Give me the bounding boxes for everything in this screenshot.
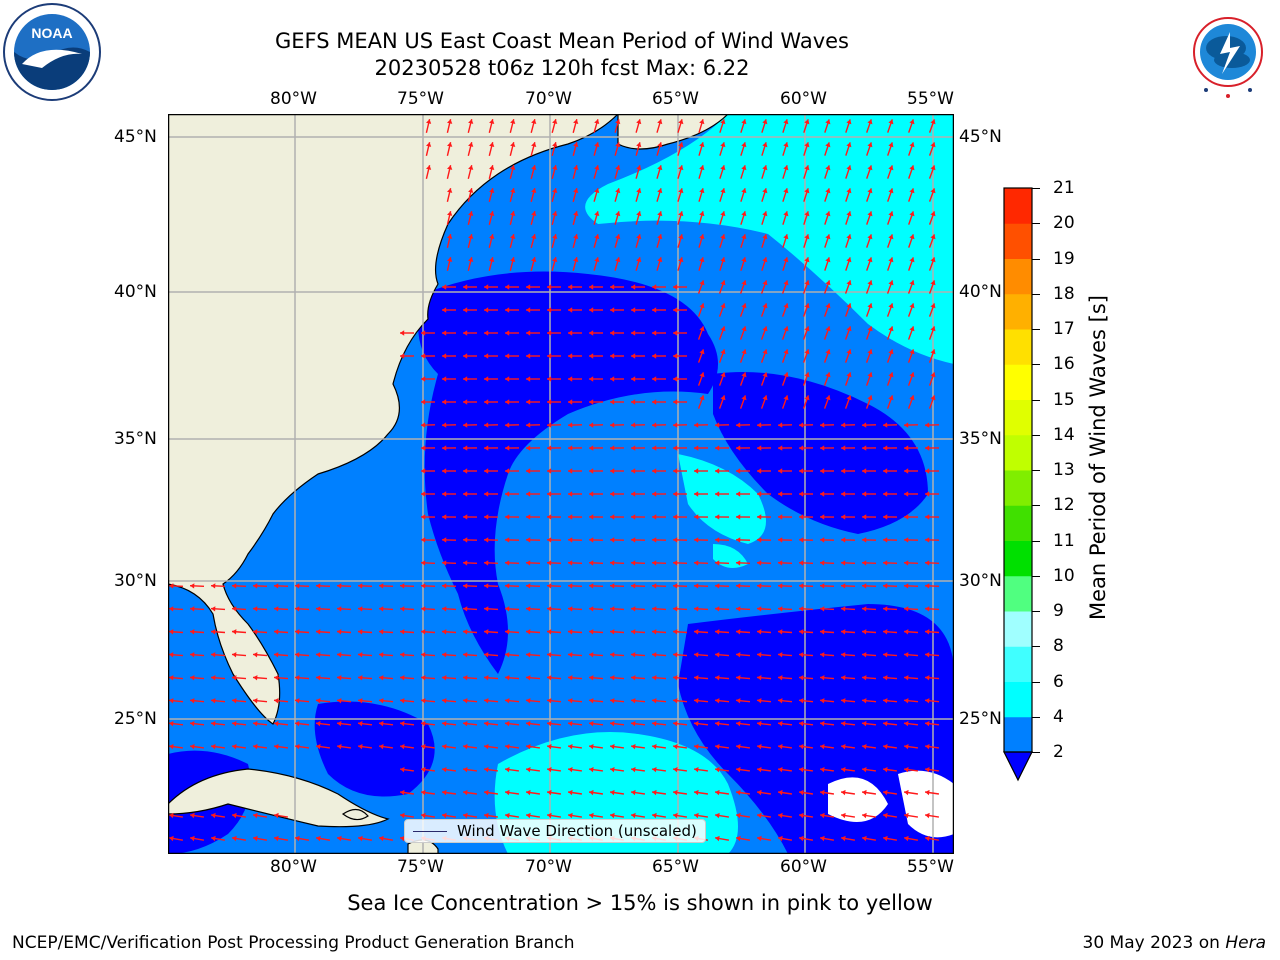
nws-logo: [1180, 4, 1276, 100]
colorbar-tick-mark: [1032, 399, 1040, 401]
lat-lon-gridlines: [168, 114, 954, 854]
colorbar-tick-mark: [1032, 611, 1040, 612]
colorbar-cell: [1004, 399, 1032, 436]
colorbar-cell: [1004, 470, 1032, 506]
colorbar-cell: [1004, 611, 1032, 647]
lat-label-right-35n: 35°N: [959, 429, 1002, 449]
lat-label-left-45n: 45°N: [114, 127, 157, 147]
colorbar-cell: [1004, 575, 1032, 612]
lon-label-top-70w: 70°W: [525, 89, 572, 109]
colorbar-tick-mark: [1032, 716, 1040, 718]
noaa-logo-text: NOAA: [31, 25, 72, 41]
colorbar-cell: [1004, 716, 1032, 753]
colorbar: [1003, 187, 1033, 782]
colorbar-tick-label: 15: [1053, 389, 1075, 410]
colorbar-tick-mark: [1032, 188, 1040, 189]
colorbar-tick-label: 20: [1053, 213, 1075, 234]
colorbar-cell: [1004, 329, 1032, 365]
colorbar-cell: [1004, 681, 1032, 718]
colorbar-underflow-triangle: [1003, 751, 1033, 782]
colorbar-cell: [1004, 434, 1032, 471]
colorbar-tick-mark: [1032, 505, 1040, 507]
colorbar-tick-mark: [1032, 646, 1040, 648]
wind-wave-direction-arrows: [168, 119, 940, 842]
footer-date: 30 May 2023 on Hera: [1082, 933, 1267, 953]
lat-label-left-40n: 40°N: [114, 282, 157, 302]
colorbar-tick-mark: [1032, 434, 1040, 436]
map-frame: [168, 114, 954, 854]
lon-label-bottom-70w: 70°W: [525, 857, 572, 877]
colorbar-tick-label: 19: [1053, 248, 1075, 269]
colorbar-title: Mean Period of Wind Waves [s]: [1086, 295, 1110, 620]
colorbar-tick-mark: [1032, 293, 1040, 295]
colorbar-cell: [1004, 505, 1032, 541]
colorbar-cell: [1004, 364, 1032, 400]
colorbar-tick-label: 17: [1053, 319, 1075, 339]
map-subtitle-forecast: 20230528 t06z 120h fcst Max: 6.22: [374, 56, 750, 80]
map-title: GEFS MEAN US East Coast Mean Period of W…: [275, 29, 849, 53]
land-masses: [168, 114, 729, 854]
lon-label-bottom-75w: 75°W: [397, 857, 444, 877]
colorbar-tick-mark: [1032, 752, 1040, 753]
colorbar-tick-label: 6: [1053, 671, 1064, 692]
lon-label-top-65w: 65°W: [652, 89, 699, 109]
colorbar-tick-label: 2: [1053, 742, 1064, 762]
lon-label-top-55w: 55°W: [907, 89, 954, 109]
colorbar-tick-mark: [1032, 364, 1040, 366]
lon-label-top-80w: 80°W: [270, 89, 317, 109]
colorbar-tick-label: 10: [1053, 565, 1075, 586]
colorbar-tick-mark: [1032, 329, 1040, 330]
colorbar-tick-label: 11: [1053, 530, 1075, 551]
lon-label-top-75w: 75°W: [397, 89, 444, 109]
colorbar-tick-label: 16: [1053, 354, 1075, 375]
colorbar-cell: [1004, 223, 1032, 259]
colorbar-tick-mark: [1032, 258, 1040, 260]
footer-branch: NCEP/EMC/Verification Post Processing Pr…: [12, 933, 575, 953]
lat-label-right-25n: 25°N: [959, 709, 1002, 729]
colorbar-cell: [1004, 188, 1032, 224]
colorbar-tick-mark: [1032, 223, 1040, 225]
lon-label-bottom-60w: 60°W: [780, 857, 827, 877]
missing-data-regions: [828, 770, 954, 838]
lon-label-bottom-55w: 55°W: [907, 857, 954, 877]
lat-label-left-25n: 25°N: [114, 709, 157, 729]
colorbar-tick-mark: [1032, 681, 1040, 683]
lat-label-right-30n: 30°N: [959, 571, 1002, 591]
lon-label-top-60w: 60°W: [780, 89, 827, 109]
lon-label-bottom-80w: 80°W: [270, 857, 317, 877]
lat-label-right-40n: 40°N: [959, 282, 1002, 302]
legend-label: Wind Wave Direction (unscaled): [457, 822, 697, 840]
colorbar-tick-label: 12: [1053, 495, 1075, 516]
lon-label-bottom-65w: 65°W: [652, 857, 699, 877]
colorbar-tick-label: 13: [1053, 460, 1075, 480]
colorbar-tick-label: 18: [1053, 283, 1075, 304]
lat-label-left-35n: 35°N: [114, 429, 157, 449]
lat-label-right-45n: 45°N: [959, 127, 1002, 147]
map-legend: Wind Wave Direction (unscaled): [404, 819, 706, 843]
colorbar-cell: [1004, 540, 1032, 577]
noaa-logo: NOAA: [3, 3, 101, 101]
colorbar-tick-mark: [1032, 540, 1040, 542]
sea-ice-note: Sea Ice Concentration > 15% is shown in …: [347, 891, 933, 915]
colorbar-cell: [1004, 646, 1032, 682]
lat-label-left-30n: 30°N: [114, 571, 157, 591]
legend-line-swatch: [413, 830, 447, 832]
colorbar-tick-label: 14: [1053, 424, 1075, 445]
colorbar-cell: [1004, 293, 1032, 330]
colorbar-tick-label: 9: [1053, 601, 1064, 621]
colorbar-tick-label: 4: [1053, 706, 1064, 727]
colorbar-tick-mark: [1032, 470, 1040, 471]
colorbar-tick-label: 8: [1053, 636, 1064, 657]
colorbar-tick-mark: [1032, 575, 1040, 577]
colorbar-tick-label: 21: [1053, 178, 1075, 198]
wind-wave-map: [168, 114, 954, 854]
colorbar-cell: [1004, 258, 1032, 295]
